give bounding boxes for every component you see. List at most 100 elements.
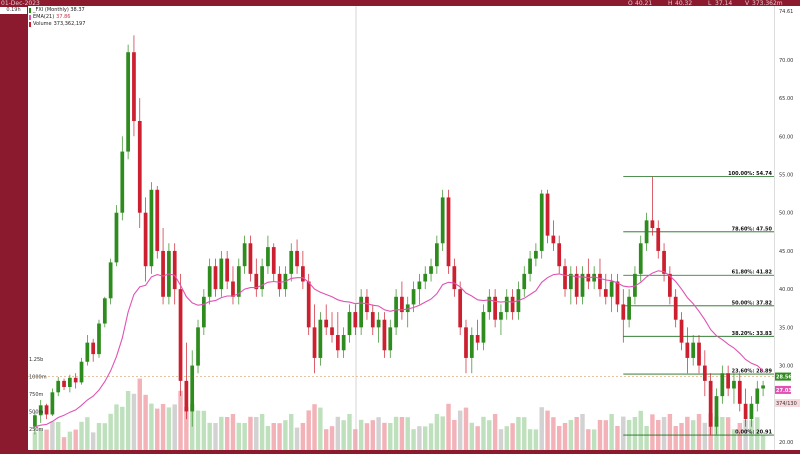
volume-bar (79, 421, 84, 450)
volume-bar (73, 429, 78, 450)
fib-level-label: 50.00%: 37.82 (732, 300, 773, 306)
volume-bar (131, 393, 137, 450)
candle-body (155, 189, 160, 251)
current-price-text: 28.56 (776, 375, 792, 381)
volume-bar (56, 422, 61, 450)
candle-body (213, 266, 218, 290)
volume-bar (353, 429, 358, 450)
volume-bar (347, 414, 352, 450)
price-tick-label: 70.00 (779, 58, 793, 64)
candle-body (499, 312, 503, 320)
candle-body (708, 380, 713, 427)
volume-tick-label: 250m (29, 427, 44, 433)
volume-bar (265, 426, 271, 450)
candle-body (679, 319, 684, 343)
candle-body (568, 273, 573, 290)
volume-bar (411, 429, 416, 450)
candle-body (201, 296, 206, 328)
volume-tick-label: 750m (29, 392, 44, 398)
volume-bar (32, 432, 38, 450)
candle-body (481, 312, 486, 343)
chart-legend: _FXI (Monthly) 38.37 EMA(21) 37.86 Volum… (29, 7, 85, 28)
fib-level-label: 0.00%: 20.91 (735, 430, 772, 436)
volume-bar (358, 419, 364, 450)
candle-body (73, 377, 78, 383)
volume-bar (650, 414, 655, 450)
legend-row-ema: EMA(21) 37.86 (29, 14, 85, 21)
volume-bar (160, 404, 166, 450)
volume-tag-text: 374/130 (776, 401, 797, 407)
candle-body (638, 243, 643, 274)
volume-bar (667, 414, 673, 450)
volume-bar (201, 410, 207, 450)
volume-bar (527, 429, 533, 450)
candle-body (737, 380, 742, 404)
candle-body (702, 365, 707, 381)
volume-bar (67, 431, 73, 450)
ema-line (34, 270, 764, 428)
candle-body (353, 312, 358, 328)
candle-body (108, 262, 113, 299)
candle-body (714, 396, 719, 427)
candle-body (33, 415, 37, 427)
volume-bar (551, 417, 556, 450)
volume-bar (423, 426, 428, 450)
legend-ema-value: 37.86 (56, 14, 71, 20)
candle-body (260, 266, 264, 290)
candle-body (464, 327, 468, 358)
left-price-box: 0.19h (0, 7, 27, 14)
candle-body (429, 266, 433, 274)
volume-bar (283, 420, 288, 450)
candle-body (650, 220, 655, 228)
volume-bar (318, 407, 323, 450)
legend-volume-value: 373,362,197 (53, 21, 86, 27)
volume-bar (487, 420, 492, 450)
price-tick-label: 60.00 (779, 134, 793, 140)
volume-bar (120, 406, 125, 450)
volume-bar (96, 423, 102, 450)
volume-bar (644, 426, 649, 450)
volume-bar (38, 429, 43, 450)
volume-bar (673, 426, 678, 450)
candle-body (598, 273, 602, 290)
volume-tick-label: 500m (29, 410, 44, 416)
candle-body (126, 52, 130, 152)
volume-bar (492, 414, 498, 450)
candle-body (405, 304, 410, 313)
price-axis[interactable]: 20.0025.0030.0035.0040.0045.0050.0055.00… (774, 6, 800, 450)
volume-bar (90, 432, 96, 450)
chart-plot-area[interactable]: 100.00%: 54.74 78.60%: 47.50 61.80%: 41.82… (28, 6, 774, 450)
candle-body (236, 266, 241, 297)
volume-bar (306, 410, 311, 450)
volume-bar (143, 394, 148, 450)
volume-bar (393, 416, 399, 450)
candle-body (580, 273, 585, 297)
candle-body (132, 52, 136, 121)
volume-bar (755, 417, 760, 450)
volume-bar (172, 404, 177, 450)
legend-row-volume: Volume 373,362,197 (29, 21, 85, 28)
candle-body (196, 327, 200, 366)
volume-bar (516, 417, 521, 450)
volume-bar (621, 416, 626, 450)
volume-bar (254, 417, 259, 450)
candle-body (749, 403, 754, 420)
volume-bar (388, 423, 393, 450)
volume-bar (725, 417, 731, 450)
candle-body (207, 266, 212, 297)
volume-bar (195, 410, 201, 450)
volume-bar (50, 421, 55, 450)
volume-bar (434, 414, 440, 450)
candle-body (143, 212, 148, 267)
candle-body (271, 247, 276, 274)
volume-bar (219, 416, 224, 450)
volume-bar (452, 420, 457, 450)
candle-body (347, 312, 352, 335)
legend-row-symbol: _FXI (Monthly) 38.37 (29, 7, 85, 14)
legend-ema: EMA(21) (33, 14, 55, 20)
volume-bar (61, 437, 67, 450)
volume-bar (184, 407, 189, 450)
volume-bar (166, 407, 172, 450)
volume-bar (289, 414, 294, 450)
volume-bar (259, 414, 265, 450)
